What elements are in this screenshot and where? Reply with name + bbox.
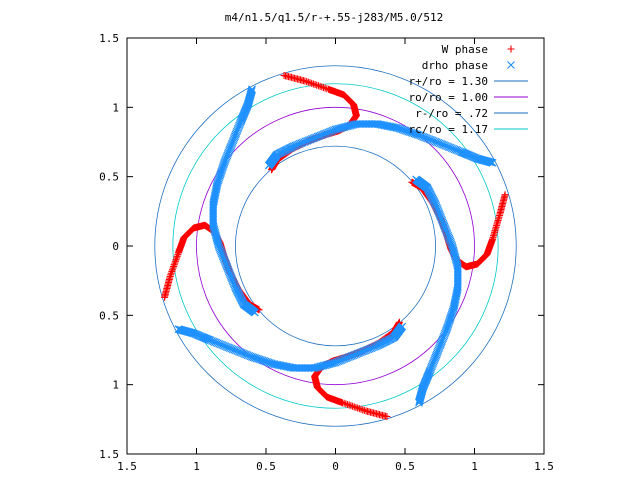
x-tick-label: 1 — [471, 460, 478, 473]
y-tick-label: 1 — [112, 379, 119, 392]
y-tick-label: 1 — [112, 101, 119, 114]
chart-title: m4/n1.5/q1.5/r-+.55-j283/M5.0/512 — [225, 11, 444, 24]
y-tick-label: 0 — [112, 240, 119, 253]
legend-label: ro/ro = 1.00 — [409, 91, 488, 104]
y-tick-label: 0.5 — [99, 171, 119, 184]
legend: W phase drho phase r+/ro = 1.30 ro/ro = 1.0… — [409, 43, 528, 136]
series-drho-phase — [174, 85, 497, 407]
legend-label: rc/ro = 1.17 — [409, 123, 488, 136]
data-points-drho-2 — [412, 175, 462, 407]
legend-label: drho phase — [422, 59, 488, 72]
legend-marker — [507, 45, 515, 53]
x-tick-label: 1 — [193, 460, 200, 473]
y-tick-label: 1.5 — [99, 448, 119, 461]
reference-circle-2 — [196, 106, 475, 386]
y-tick-label: 1.5 — [99, 32, 119, 45]
legend-label: W phase — [442, 43, 488, 56]
axis-ticks: 1.5 1 0.5 0 0.5 1 1.51.510.500.511.5 — [99, 32, 554, 473]
x-tick-label: 0.5 — [395, 460, 415, 473]
x-tick-label: 0.5 — [256, 460, 276, 473]
x-tick-label: 1.5 — [534, 460, 554, 473]
reference-circle-1 — [154, 65, 517, 427]
reference-circle-3 — [235, 145, 436, 347]
data-points-drho-1 — [264, 120, 497, 170]
x-tick-label: 1.5 — [117, 460, 137, 473]
y-tick-label: 0.5 — [99, 309, 119, 322]
legend-marker — [507, 61, 515, 69]
legend-label: r+/ro = 1.30 — [409, 75, 488, 88]
data-points-drho-3 — [174, 322, 407, 372]
reference-circle-4 — [172, 83, 499, 409]
reference-circles — [154, 65, 517, 427]
data-points-drho-4 — [209, 85, 259, 317]
x-tick-label: 0 — [332, 460, 339, 473]
legend-label: r-/ro = .72 — [415, 107, 488, 120]
series-layer — [161, 71, 509, 421]
